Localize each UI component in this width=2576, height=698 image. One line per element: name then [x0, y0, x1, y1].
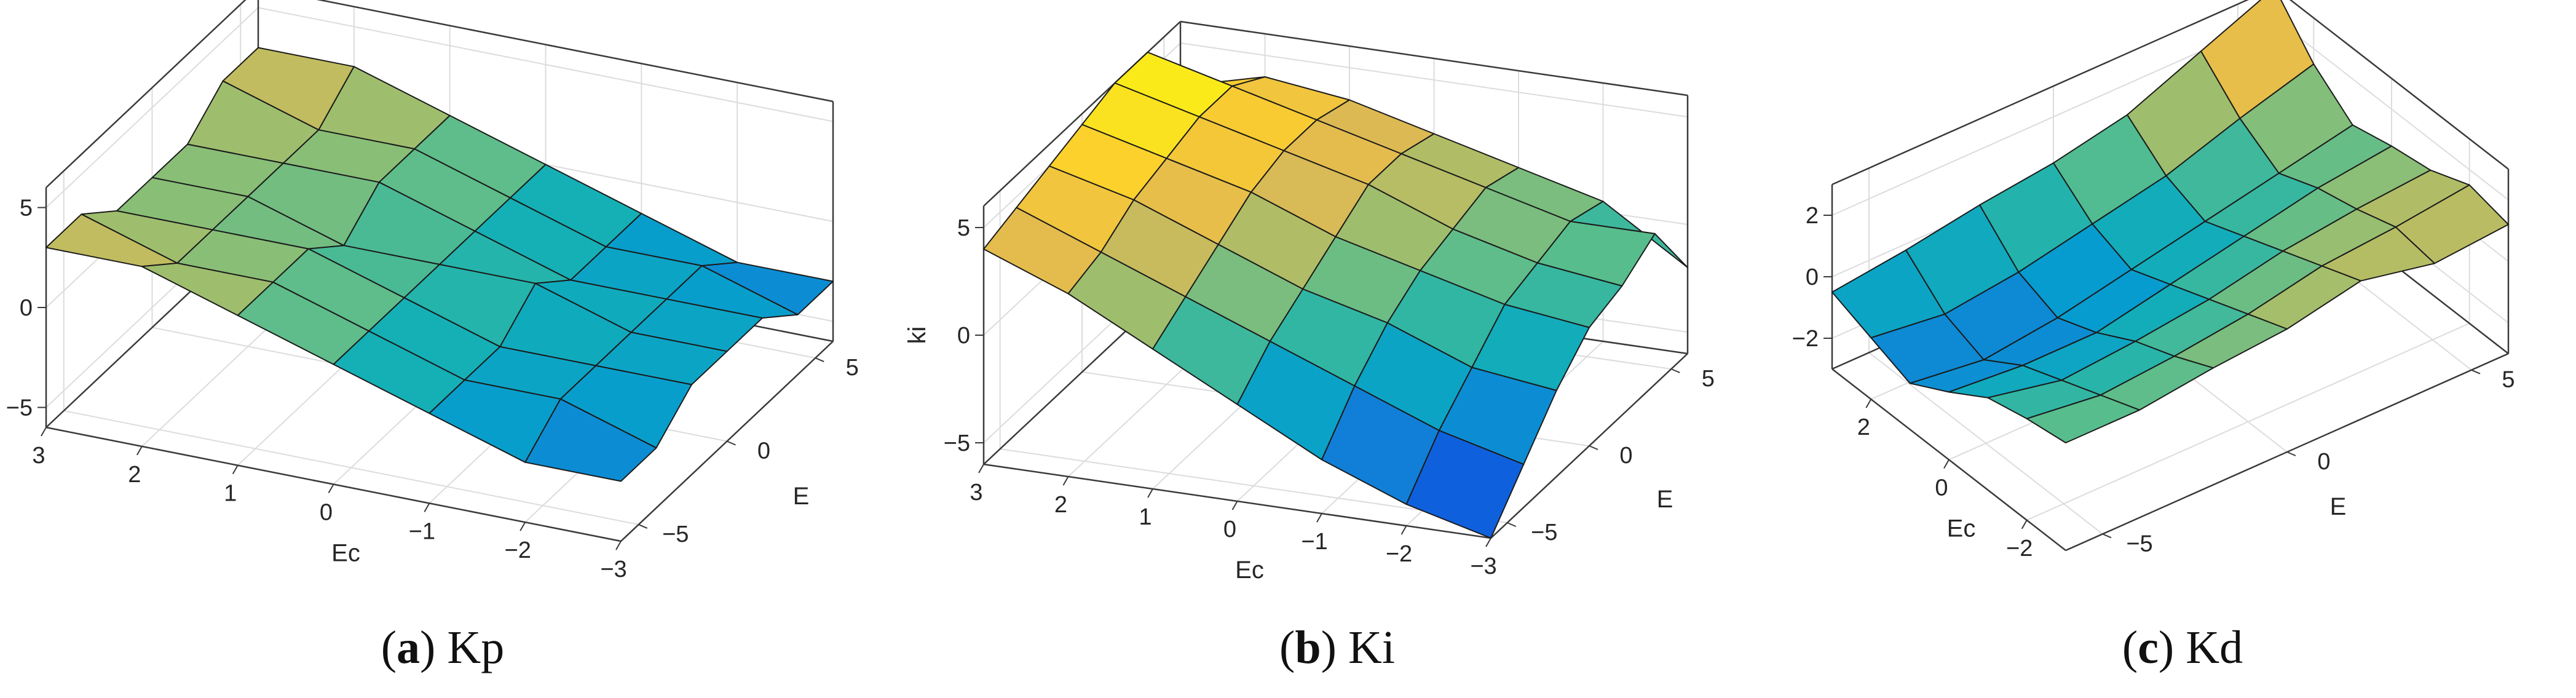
x-tick-label: −2	[2006, 536, 2033, 561]
x-axis-label: Ec	[1947, 515, 1976, 542]
z-tick-label: −5	[6, 395, 33, 421]
y-axis-label: E	[1657, 486, 1673, 513]
tick-mark	[136, 446, 143, 456]
z-tick-label: −2	[1792, 326, 1819, 352]
z-tick-label: 5	[20, 196, 33, 221]
tick-mark	[1147, 488, 1153, 498]
x-tick-label: −1	[409, 518, 435, 544]
tick-mark	[1062, 476, 1069, 486]
tick-mark	[41, 427, 47, 437]
x-tick-label: −3	[1470, 553, 1496, 579]
caption-letter: c	[2138, 622, 2159, 673]
x-tick-label: 2	[1857, 414, 1870, 440]
z-tick-label: 0	[20, 295, 33, 321]
x-axis-label: Ec	[331, 540, 360, 567]
caption-ki: (b) Ki	[1279, 622, 1395, 673]
z-tick-label: 2	[1806, 203, 1819, 229]
tick-mark	[1231, 501, 1238, 510]
x-tick-label: −2	[505, 537, 531, 563]
surface-plot-ki: 3 2 1 0 −1 −2 −3 −5 0 5 5 0 −5 Ec Eki	[904, 20, 1715, 584]
surface-patch	[1405, 430, 1525, 539]
floor-grid-line	[63, 410, 639, 525]
axis-box-edge	[316, 0, 834, 103]
z-tick-label: 0	[957, 323, 970, 349]
tick-mark	[232, 465, 239, 475]
tick-mark	[1316, 513, 1322, 523]
wall-grid-line	[258, 7, 834, 122]
x-tick-label: 0	[1935, 475, 1948, 501]
tick-mark	[1507, 522, 1517, 527]
caption-letter: a	[397, 622, 421, 673]
x-tick-label: 0	[1223, 517, 1236, 542]
x-tick-label: 0	[320, 500, 333, 526]
tick-mark	[1670, 368, 1680, 373]
z-axis-label: ki	[904, 327, 931, 344]
y-tick-label: 0	[1619, 443, 1632, 469]
y-tick-label: 5	[1702, 366, 1715, 392]
tick-mark	[615, 541, 622, 550]
axis-box-edge	[2289, 0, 2509, 170]
tick-mark	[1589, 445, 1598, 450]
tick-mark	[1485, 537, 1491, 547]
surface-patch	[524, 398, 657, 482]
tick-mark	[815, 357, 824, 363]
surface-patch	[2026, 394, 2140, 443]
z-tick-label: −5	[944, 430, 970, 456]
tick-mark	[520, 522, 526, 531]
z-tick-label: 5	[957, 215, 970, 241]
x-tick-label: 1	[1139, 504, 1152, 530]
tick-mark	[978, 464, 984, 474]
y-axis-label: E	[2330, 493, 2347, 520]
x-tick-label: 1	[224, 481, 237, 507]
axis-box-edge	[1831, 0, 2250, 186]
tick-mark	[1401, 525, 1407, 535]
tick-mark	[328, 484, 334, 493]
x-tick-label: −1	[1301, 529, 1327, 555]
y-tick-label: −5	[2126, 531, 2152, 557]
x-axis-label: Ec	[1235, 557, 1264, 584]
caption-text: Kd	[2186, 622, 2243, 673]
tick-mark	[2286, 451, 2296, 456]
z-tick-label: 0	[1806, 264, 1819, 290]
floor-grid-line	[1868, 352, 2103, 535]
tick-mark	[424, 502, 430, 512]
y-tick-label: 0	[757, 438, 770, 464]
y-axis-label: E	[793, 483, 810, 510]
tick-mark	[638, 523, 648, 529]
caption-kp: (a) Kp	[381, 622, 505, 673]
tick-mark	[1865, 399, 1872, 408]
tick-mark	[2471, 369, 2481, 375]
y-tick-label: 5	[2502, 367, 2515, 393]
axis-box-edge	[45, 0, 247, 188]
x-tick-label: 2	[1054, 492, 1067, 518]
x-tick-label: 3	[32, 443, 45, 469]
x-tick-label: 3	[970, 480, 982, 506]
tick-mark	[727, 440, 736, 446]
tick-mark	[1943, 459, 1950, 469]
caption-letter: b	[1295, 622, 1321, 673]
tick-mark	[2021, 520, 2028, 529]
x-tick-label: −3	[600, 557, 626, 582]
x-tick-label: 2	[128, 462, 141, 488]
x-tick-label: −2	[1386, 541, 1412, 567]
caption-text: Ki	[1348, 622, 1395, 673]
y-tick-label: 5	[846, 355, 859, 381]
caption-kd: (c) Kd	[2122, 622, 2243, 673]
axis-box-edge	[1180, 20, 1688, 97]
wall-grid-line	[45, 7, 259, 208]
y-tick-label: 0	[2317, 449, 2330, 475]
wall-grid-line	[2274, 18, 2509, 200]
y-tick-label: −5	[1531, 520, 1557, 545]
tick-mark	[2102, 533, 2112, 539]
y-tick-label: −5	[662, 522, 689, 547]
caption-text: Kp	[447, 622, 505, 673]
wall-grid-line	[1180, 42, 1688, 117]
